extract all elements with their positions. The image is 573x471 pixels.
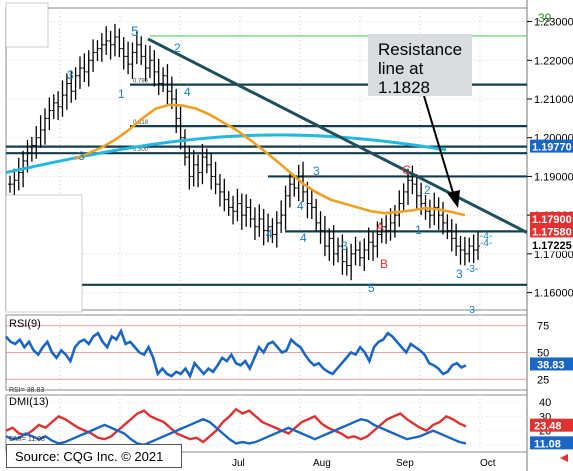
dmi-badge-label: 23.48	[534, 421, 562, 433]
y-tick-label: 1.22000	[534, 55, 573, 67]
dmi-badge	[530, 436, 573, 450]
rsi-badge-label: 38.83	[537, 359, 565, 371]
wave-marker: -3-	[466, 264, 478, 275]
x-tick-label: Jul	[232, 458, 245, 469]
callout-line-3: 1.1828	[378, 78, 430, 97]
y-tick-label: 1.23000	[534, 17, 573, 29]
source-label: Source: CQG Inc. © 2021	[6, 444, 182, 468]
ema-orange-line	[74, 103, 466, 217]
x-tick-label: Oct	[480, 458, 496, 469]
price-badge-label: 1.17900	[532, 214, 572, 226]
elliott-wave-label: 5	[131, 23, 139, 39]
dmi-y-tick-label: 40	[539, 397, 551, 409]
elliott-wave-label: 5	[368, 281, 375, 295]
price-badge-label: 1.17225	[532, 240, 572, 252]
wave-marker: -4-	[480, 238, 492, 249]
dmi-badge	[530, 418, 573, 432]
elliott-wave-label: 3	[341, 239, 348, 253]
price-badge	[530, 212, 573, 226]
elliott-wave-label: 2	[174, 41, 181, 55]
elliott-wave-label: B	[380, 257, 388, 271]
price-badge-label: 1.19770	[532, 142, 572, 154]
scroll-arrow-icon	[560, 454, 568, 462]
elliott-wave-label: A	[376, 220, 384, 234]
rsi-y-tick-label: 25	[537, 374, 549, 386]
dmi-badge-label: 11.08	[534, 438, 561, 450]
callout-line-1: Resistance	[378, 40, 463, 59]
elliott-wave-label: 4	[184, 85, 191, 99]
ohlc-readout-box	[5, 2, 49, 48]
resistance-trend-line	[147, 37, 528, 234]
rsi-panel-title: RSI(9)	[9, 318, 41, 330]
dmi-readout: DMI= 11.08	[9, 436, 45, 443]
rsi-y-tick-label: 50	[537, 348, 549, 360]
elliott-wave-label: 2	[424, 183, 431, 197]
elliott-wave-label: 1	[118, 87, 125, 101]
elliott-wave-label: 3	[67, 68, 74, 82]
elliott-wave-label: 1	[415, 223, 422, 237]
elliott-wave-label: 4	[300, 231, 307, 245]
y-tick-label: 1.21000	[534, 94, 573, 106]
y-tick-label: 1.19000	[534, 171, 573, 183]
callout-arrow-shaft	[423, 95, 455, 197]
elliott-wave-label: 3	[78, 149, 85, 163]
study-readout-box	[5, 194, 83, 313]
x-tick-label: Sep	[396, 458, 414, 469]
y-tick-label: 1.16000	[534, 288, 573, 300]
callout-arrow-head	[447, 190, 460, 208]
price-badge	[530, 224, 573, 238]
elliott-wave-label: 3	[313, 164, 320, 178]
rsi-line	[5, 327, 467, 380]
price-badge-label: 1.17580	[532, 226, 572, 238]
rsi-y-tick-label: 75	[537, 321, 549, 333]
fib-label: 0.786	[133, 79, 149, 85]
ohlc-bars	[8, 23, 480, 281]
elliott-wave-label: 4	[297, 199, 304, 213]
wave-marker: -3-	[466, 305, 478, 316]
rsi-badge	[530, 357, 573, 371]
callout-line-2: line at	[378, 59, 424, 78]
dmi-line	[5, 417, 467, 447]
dmi-panel-title: DMI(13)	[9, 396, 49, 408]
elliott-wave-label: 3	[456, 267, 463, 281]
y-tick-label: 1.17000	[534, 249, 573, 261]
x-tick-label: Aug	[313, 458, 331, 469]
dmi-line	[5, 407, 467, 444]
price-badge	[530, 139, 573, 153]
rsi-readout: RSI= 38.83	[9, 387, 44, 394]
elliott-wave-label: 4	[266, 227, 273, 241]
elliott-wave-label: C	[402, 163, 411, 177]
fib-label: 0.500	[133, 147, 149, 153]
fib-label: 0.618	[133, 120, 149, 126]
wave-marker: -4-	[480, 231, 492, 242]
resistance-callout: Resistance line at 1.1828	[368, 34, 472, 97]
bar-count-label: 39	[538, 11, 552, 25]
price-badge	[530, 238, 573, 252]
